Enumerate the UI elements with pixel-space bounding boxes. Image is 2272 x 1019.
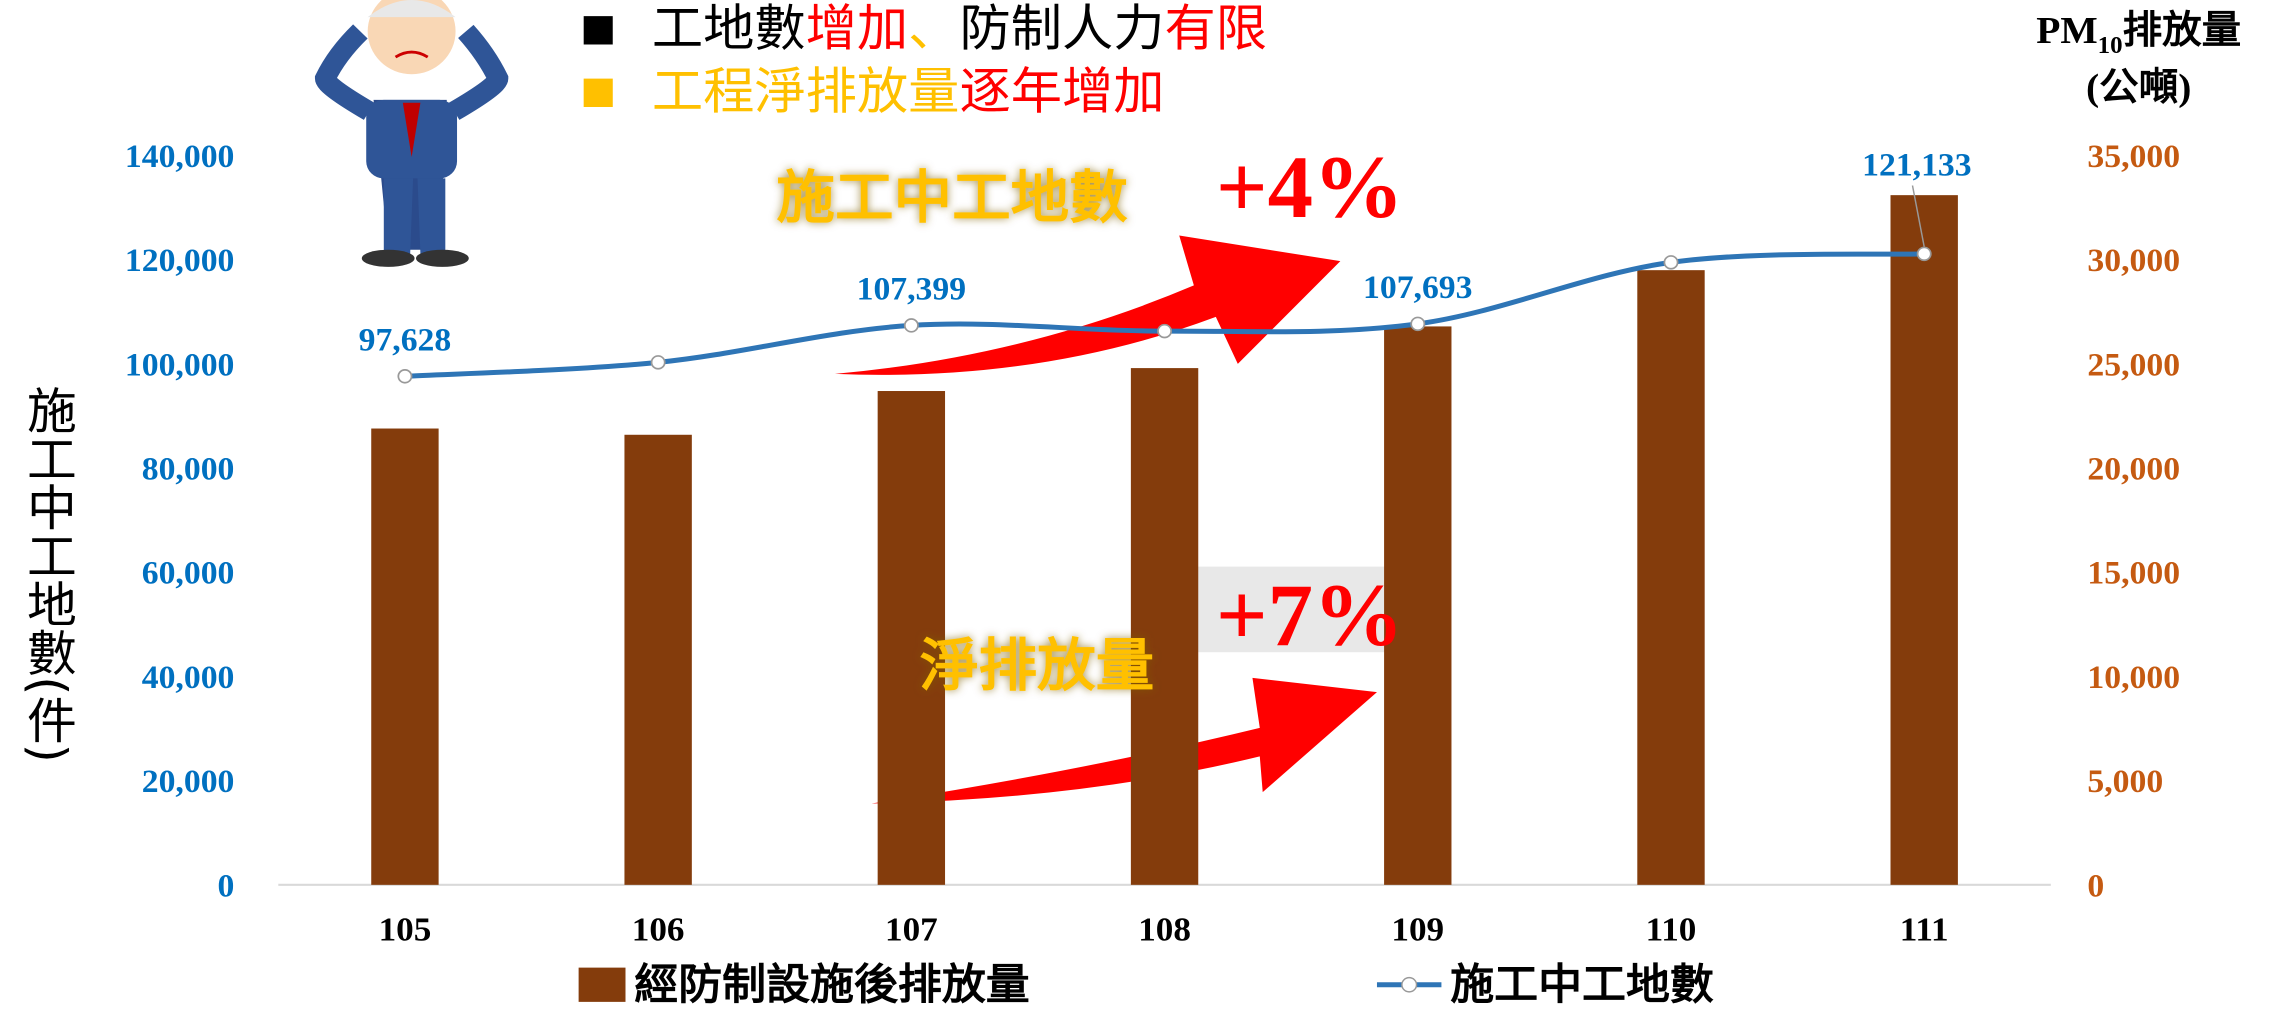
legend-swatch [578, 967, 626, 1002]
worker-illustration [314, 0, 509, 267]
note-bullet: ■ [580, 5, 616, 48]
data-label: 97,628 [359, 322, 452, 359]
bar [877, 391, 946, 885]
x-tick-label: 109 [1391, 910, 1444, 948]
legend-swatch [1401, 976, 1418, 993]
y2-axis-unit: (公噸) [2086, 66, 2191, 108]
x-tick-label: 106 [632, 910, 685, 948]
data-label: 121,133 [1862, 147, 1971, 184]
legend-label: 經防制設施後排放量 [634, 961, 1029, 1010]
y2-axis-label: PM10排放量 [2036, 9, 2241, 58]
data-label: 107,399 [857, 271, 966, 308]
bar [1637, 270, 1705, 885]
leader-line [1911, 185, 1925, 247]
bar [371, 428, 439, 885]
y-tick-label: 60,000 [142, 555, 235, 592]
y2-tick-label: 25,000 [2087, 347, 2180, 384]
y-tick-label: 140,000 [125, 138, 234, 175]
y2-tick-label: 20,000 [2087, 451, 2180, 488]
annotation: 施工中工地數 [776, 164, 1128, 231]
annotation: +7% [1216, 567, 1404, 665]
y2-tick-label: 35,000 [2087, 138, 2180, 175]
y2-tick-label: 30,000 [2087, 243, 2180, 280]
arrow [871, 677, 1377, 804]
bar [1384, 326, 1452, 885]
note: 工程淨排放量逐年增加 [652, 62, 1165, 120]
y-tick-label: 20,000 [142, 763, 235, 800]
note-part: 工地數 [652, 0, 806, 58]
legend-label: 施工中工地數 [1450, 961, 1714, 1010]
data-label: 107,693 [1363, 270, 1472, 307]
annotation: 淨排放量 [920, 632, 1154, 699]
note: 工地數增加、防制人力有限 [652, 0, 1267, 58]
y-tick-label: 40,000 [142, 659, 235, 696]
x-tick-label: 105 [379, 910, 432, 948]
y2-axis-label-part: 排放量 [2123, 9, 2242, 51]
x-tick-label: 107 [885, 910, 938, 948]
note-part: 逐年增加 [959, 62, 1164, 120]
y-tick-label: 80,000 [142, 451, 235, 488]
bar [1890, 195, 1958, 885]
line-marker [650, 355, 666, 370]
note-part: 、 [908, 0, 959, 58]
line-marker [1916, 246, 1932, 262]
y-tick-label: 100,000 [125, 347, 234, 384]
x-tick-label: 111 [1900, 910, 1949, 948]
note-bullet: ■ [580, 68, 616, 111]
x-tick-label: 108 [1138, 910, 1191, 948]
y-axis-label: 施工中工地數(件) [19, 385, 78, 762]
note-part: 增加 [806, 0, 909, 58]
y2-axis-label-part: 10 [2098, 32, 2123, 59]
note-part: 防制人力 [959, 0, 1164, 58]
y2-tick-label: 10,000 [2087, 659, 2180, 696]
line-marker [1663, 255, 1679, 270]
x-tick-label: 110 [1646, 910, 1697, 948]
bar [1130, 368, 1199, 885]
y-tick-label: 0 [218, 868, 235, 905]
line-marker [903, 318, 919, 333]
line-marker [1410, 316, 1426, 332]
line-marker [1157, 323, 1173, 339]
y-tick-label: 120,000 [125, 243, 234, 280]
annotation: +4% [1216, 139, 1404, 237]
note-part: 工程淨排放量 [652, 62, 960, 120]
line-marker [397, 369, 413, 384]
y2-axis-label-part: PM [2036, 9, 2097, 51]
bar [624, 434, 692, 885]
y2-tick-label: 0 [2087, 868, 2104, 905]
y2-tick-label: 15,000 [2087, 555, 2180, 592]
arrow [834, 235, 1341, 375]
y2-tick-label: 5,000 [2087, 763, 2163, 800]
note-part: 有限 [1165, 0, 1268, 58]
